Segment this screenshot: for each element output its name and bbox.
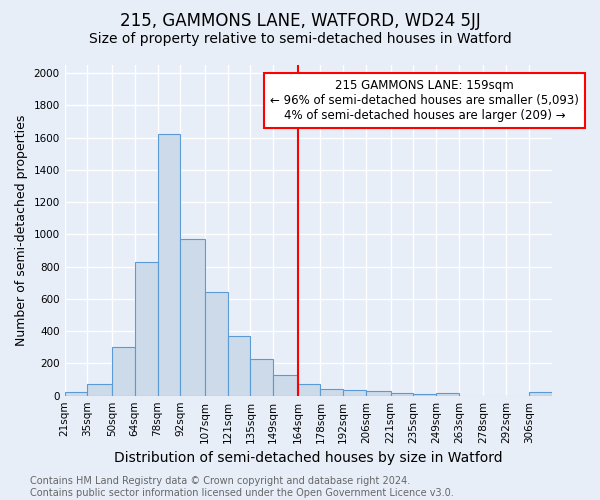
Bar bbox=[273, 374, 298, 396]
Bar bbox=[298, 384, 320, 396]
Bar bbox=[88, 384, 112, 396]
Bar bbox=[391, 394, 413, 396]
Bar bbox=[366, 391, 391, 396]
Bar bbox=[112, 348, 135, 396]
Bar bbox=[205, 292, 227, 396]
Bar bbox=[65, 392, 88, 396]
Bar bbox=[529, 392, 552, 396]
Bar bbox=[413, 394, 436, 396]
Bar bbox=[158, 134, 181, 396]
Bar bbox=[436, 394, 459, 396]
X-axis label: Distribution of semi-detached houses by size in Watford: Distribution of semi-detached houses by … bbox=[114, 451, 503, 465]
Text: 215, GAMMONS LANE, WATFORD, WD24 5JJ: 215, GAMMONS LANE, WATFORD, WD24 5JJ bbox=[119, 12, 481, 30]
Bar bbox=[250, 358, 273, 396]
Bar bbox=[343, 390, 366, 396]
Bar bbox=[135, 262, 158, 396]
Text: 215 GAMMONS LANE: 159sqm
← 96% of semi-detached houses are smaller (5,093)
4% of: 215 GAMMONS LANE: 159sqm ← 96% of semi-d… bbox=[271, 79, 579, 122]
Bar bbox=[320, 389, 343, 396]
Bar bbox=[181, 239, 205, 396]
Text: Size of property relative to semi-detached houses in Watford: Size of property relative to semi-detach… bbox=[89, 32, 511, 46]
Y-axis label: Number of semi-detached properties: Number of semi-detached properties bbox=[15, 114, 28, 346]
Bar bbox=[227, 336, 250, 396]
Text: Contains HM Land Registry data © Crown copyright and database right 2024.
Contai: Contains HM Land Registry data © Crown c… bbox=[30, 476, 454, 498]
